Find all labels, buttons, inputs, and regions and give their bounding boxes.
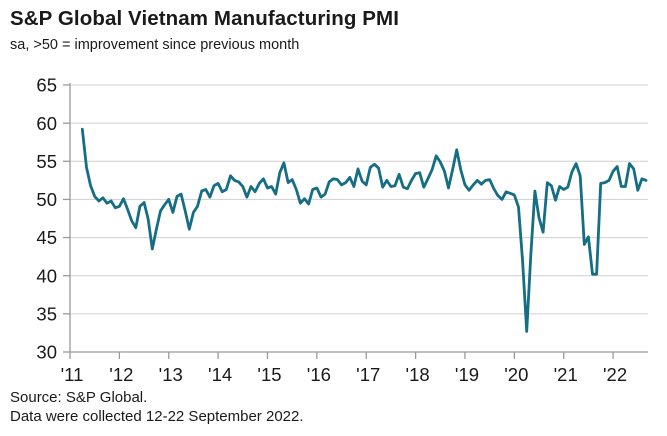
y-tick-label: 40 — [36, 265, 57, 286]
x-tick-label: '21 — [554, 364, 578, 385]
x-tick-label: '17 — [356, 364, 380, 385]
y-tick-label: 65 — [36, 75, 57, 96]
x-tick-label: '22 — [603, 364, 627, 385]
x-tick-label: '13 — [159, 364, 183, 385]
x-tick-label: '16 — [307, 364, 331, 385]
source-note: Source: S&P Global. — [10, 389, 148, 406]
y-tick-label: 60 — [36, 113, 57, 134]
collection-note: Data were collected 12-22 September 2022… — [10, 408, 304, 425]
x-tick-label: '12 — [109, 364, 133, 385]
y-tick-label: 50 — [36, 189, 57, 210]
x-tick-label: '15 — [257, 364, 281, 385]
y-tick-label: 35 — [36, 304, 57, 325]
y-tick-label: 45 — [36, 227, 57, 248]
x-tick-label: '11 — [61, 364, 84, 385]
chart-subtitle: sa, >50 = improvement since previous mon… — [10, 37, 300, 53]
y-tick-label: 30 — [36, 342, 57, 363]
x-tick-label: '14 — [208, 364, 232, 385]
pmi-series-line — [80, 127, 648, 333]
y-tick-label: 55 — [36, 151, 57, 172]
chart-title: S&P Global Vietnam Manufacturing PMI — [10, 7, 399, 30]
x-tick-label: '18 — [406, 364, 430, 385]
x-tick-label: '20 — [504, 364, 528, 385]
x-tick-label: '19 — [455, 364, 479, 385]
